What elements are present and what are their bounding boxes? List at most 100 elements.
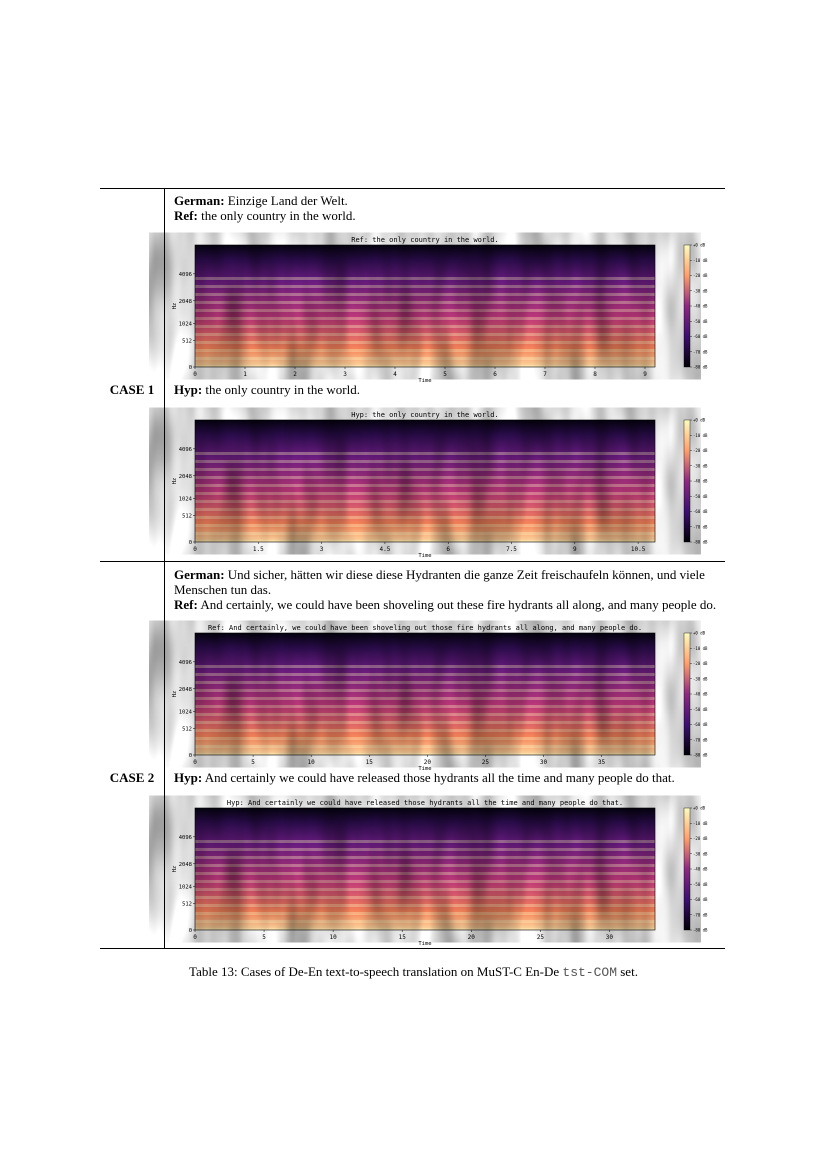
colorbar-label: -10 dB (693, 821, 708, 826)
y-tick-label: 0 (189, 928, 192, 934)
mid-rule (100, 561, 725, 562)
x-tick-label: 9 (643, 371, 647, 378)
colorbar-label: -50 dB (693, 707, 708, 712)
colorbar-label: -80 dB (693, 928, 708, 933)
spectrogram: Ref: the only country in the world. 0 1 2 3 4… (172, 236, 708, 384)
plot-frame (194, 244, 656, 368)
x-tick-label: 25 (482, 759, 490, 766)
colorbar-label: -70 dB (693, 349, 708, 354)
colorbar-label: +0 dB (693, 243, 706, 248)
spectrogram: Hyp: And certainly we could have release… (172, 799, 708, 947)
plot-frame (194, 419, 656, 543)
y-axis-label: Hz (172, 691, 178, 698)
y-tick-label: 0 (189, 753, 192, 759)
x-tick-label: 6 (493, 371, 497, 378)
y-tick-label: 1024 (179, 884, 193, 890)
x-axis-label: Time (418, 766, 431, 772)
colorbar-label: -60 dB (693, 509, 708, 514)
colorbar-label: -70 dB (693, 912, 708, 917)
figure-title: Hyp: the only country in the world. (351, 411, 499, 419)
colorbar-label: -80 dB (693, 365, 708, 370)
x-tick-label: 4.5 (379, 546, 390, 553)
caption-text: Table 13: Cases of De-En text-to-speech … (189, 964, 563, 979)
x-tick-label: 0 (193, 934, 197, 941)
x-tick-label: 25 (537, 934, 545, 941)
x-tick-label: 10.5 (631, 546, 646, 553)
text: And certainly we could have released tho… (204, 770, 675, 785)
y-tick-label: 4096 (179, 660, 192, 666)
colorbar-label: -50 dB (693, 494, 708, 499)
colorbar-label: -40 dB (693, 692, 708, 697)
top-rule (100, 188, 725, 190)
plot-frame (194, 807, 656, 931)
x-tick-label: 35 (598, 759, 606, 766)
x-tick-label: 5 (443, 371, 447, 378)
y-tick-label: 512 (182, 901, 192, 907)
spectrogram: Hyp: the only country in the world. 0 1.5 3… (172, 411, 708, 559)
x-axis-label: Time (418, 941, 431, 947)
field-label: Hyp: (174, 382, 203, 397)
texture (195, 633, 655, 755)
y-tick-label: 0 (189, 365, 192, 371)
colorbar-label: +0 dB (693, 806, 706, 811)
x-tick-label: 15 (399, 934, 407, 941)
caption: Table 13: Cases of De-En text-to-speech … (0, 964, 827, 980)
colorbar-label: -20 dB (693, 448, 708, 453)
x-tick-label: 30 (540, 759, 548, 766)
field-label: German: (174, 567, 225, 582)
colorbar-label: -40 dB (693, 479, 708, 484)
line: Ref: the only country in the world. (174, 208, 722, 223)
figure-title: Ref: the only country in the world. (351, 236, 499, 244)
x-tick-label: 0 (193, 371, 197, 378)
y-tick-label: 512 (182, 513, 192, 519)
line: Hyp: the only country in the world. (174, 382, 722, 397)
colorbar-label: -70 dB (693, 737, 708, 742)
column-rule (164, 188, 165, 948)
field-label: Hyp: (174, 770, 203, 785)
y-axis-label: Hz (172, 478, 178, 485)
texture (195, 245, 655, 367)
texture (195, 808, 655, 930)
colorbar-label: -30 dB (693, 851, 708, 856)
colorbar-label: -40 dB (693, 867, 708, 872)
colorbar-label: -10 dB (693, 258, 708, 263)
caption-code: tst-COM (562, 965, 617, 980)
x-tick-label: 3 (320, 546, 324, 553)
caption-end: set. (617, 964, 638, 979)
x-tick-label: 5 (251, 759, 255, 766)
x-tick-label: 0 (193, 759, 197, 766)
y-tick-label: 512 (182, 726, 192, 732)
x-axis-label: Time (418, 378, 431, 384)
x-tick-label: 6 (446, 546, 450, 553)
colorbar-label: -20 dB (693, 273, 708, 278)
texture (195, 420, 655, 542)
colorbar-label: +0 dB (693, 418, 706, 423)
colorbar-label: -80 dB (693, 540, 708, 545)
y-axis-label: Hz (172, 303, 178, 310)
x-tick-label: 20 (424, 759, 432, 766)
line: Hyp: And certainly we could have release… (174, 770, 722, 785)
colorbar-label: -50 dB (693, 319, 708, 324)
colorbar-label: -70 dB (693, 524, 708, 529)
y-tick-label: 2048 (179, 474, 192, 480)
x-tick-label: 1 (243, 371, 247, 378)
figure-title: Hyp: And certainly we could have release… (227, 799, 623, 807)
text: Einzige Land der Welt. (227, 193, 348, 208)
colorbar-label: -30 dB (693, 288, 708, 293)
x-tick-label: 9 (573, 546, 577, 553)
colorbar-label: -20 dB (693, 661, 708, 666)
x-tick-label: 3 (343, 371, 347, 378)
colorbar-label: -30 dB (693, 676, 708, 681)
line: German: Und sicher, hätten wir diese die… (174, 567, 722, 597)
y-tick-label: 1024 (179, 321, 193, 327)
y-tick-label: 4096 (179, 835, 192, 841)
y-tick-label: 2048 (179, 862, 192, 868)
x-tick-label: 7.5 (506, 546, 517, 553)
y-tick-label: 0 (189, 540, 192, 546)
x-tick-label: 2 (293, 371, 297, 378)
x-tick-label: 0 (193, 546, 197, 553)
plot-frame (194, 632, 656, 756)
text: And certainly, we could have been shovel… (200, 597, 717, 612)
y-tick-label: 4096 (179, 447, 192, 453)
